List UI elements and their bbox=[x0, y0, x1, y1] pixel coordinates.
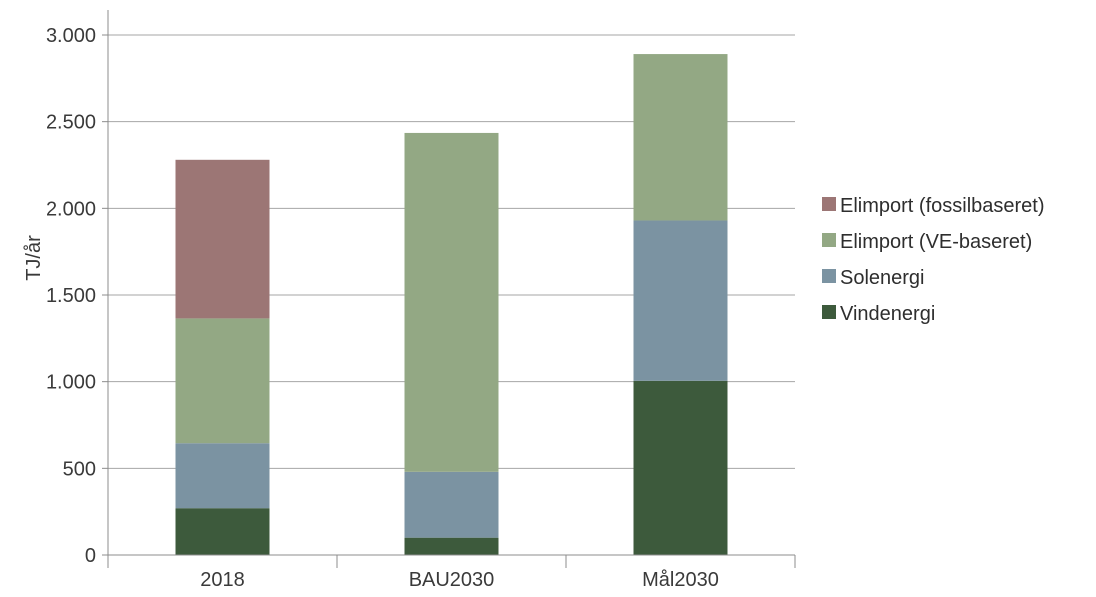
y-tick-labels: 0 500 1.000 1.500 2.000 2.500 3.000 bbox=[46, 25, 96, 567]
y-tick-label: 1.000 bbox=[46, 372, 96, 394]
bar-segment-elimport-ve-baseret--bau2030 bbox=[404, 132, 499, 472]
legend-swatch bbox=[822, 197, 836, 211]
bar-segment-elimport-fossilbaseret--2018 bbox=[175, 159, 270, 319]
bar-segment-vindenergi-bau2030 bbox=[404, 537, 499, 555]
bar-segment-elimport-ve-baseret--mål2030 bbox=[633, 54, 728, 221]
legend-item: Solenergi bbox=[822, 267, 925, 289]
y-tick-label: 2.500 bbox=[46, 112, 96, 134]
y-tick-label: 2.000 bbox=[46, 198, 96, 220]
legend-label: Elimport (fossilbaseret) bbox=[840, 195, 1045, 217]
legend-swatch bbox=[822, 269, 836, 283]
x-tick-label: 2018 bbox=[200, 569, 245, 591]
x-tick-labels: 2018 BAU2030 Mål2030 bbox=[200, 569, 719, 591]
y-tick-label: 500 bbox=[63, 458, 96, 480]
x-tick-label: Mål2030 bbox=[642, 569, 719, 591]
bar-segment-solenergi-2018 bbox=[175, 443, 270, 509]
bar-segment-solenergi-bau2030 bbox=[404, 471, 499, 538]
bar-segment-vindenergi-2018 bbox=[175, 508, 270, 555]
bar-segment-vindenergi-mål2030 bbox=[633, 380, 728, 555]
y-tick-label: 3.000 bbox=[46, 25, 96, 47]
axes bbox=[107, 10, 796, 568]
legend-label: Elimport (VE-baseret) bbox=[840, 231, 1032, 253]
legend-item: Vindenergi bbox=[822, 303, 935, 325]
bar-segment-elimport-ve-baseret--2018 bbox=[175, 318, 270, 444]
bars bbox=[175, 54, 728, 555]
legend: Elimport (fossilbaseret) Elimport (VE-bas… bbox=[822, 195, 1045, 325]
y-tick-label: 0 bbox=[85, 545, 96, 567]
legend-item: Elimport (fossilbaseret) bbox=[822, 195, 1045, 217]
legend-item: Elimport (VE-baseret) bbox=[822, 231, 1032, 253]
legend-label: Vindenergi bbox=[840, 303, 935, 325]
legend-swatch bbox=[822, 305, 836, 319]
legend-label: Solenergi bbox=[840, 267, 925, 289]
legend-swatch bbox=[822, 233, 836, 247]
bar-segment-solenergi-mål2030 bbox=[633, 220, 728, 381]
y-axis-label: TJ/år bbox=[23, 235, 45, 281]
y-tick-label: 1.500 bbox=[46, 285, 96, 307]
x-tick-label: BAU2030 bbox=[409, 569, 495, 591]
